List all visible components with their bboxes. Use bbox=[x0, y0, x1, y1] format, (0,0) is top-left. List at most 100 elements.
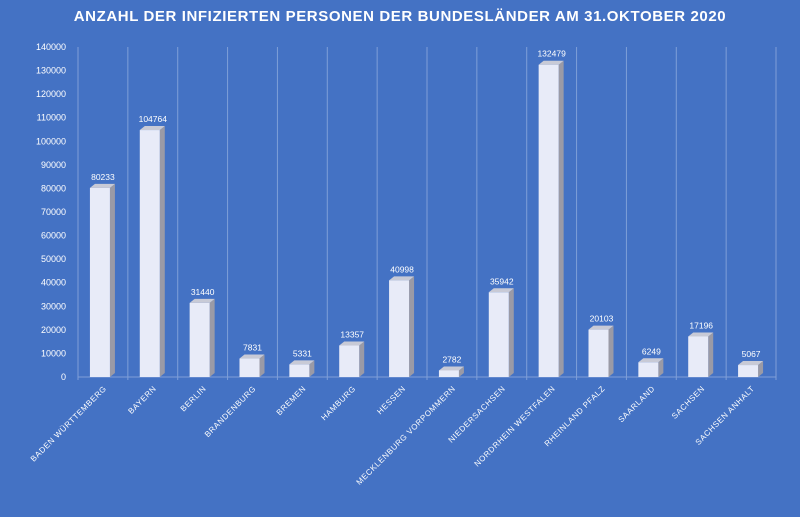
bar-front bbox=[189, 302, 210, 377]
data-labels: 80233 104764 31440 7831 5331 13357 40998 2782 35… bbox=[91, 49, 761, 365]
bar-front bbox=[538, 64, 559, 377]
bar bbox=[538, 60, 564, 377]
y-tick-label: 50000 bbox=[41, 254, 66, 264]
bar-front bbox=[389, 280, 410, 377]
bar-top bbox=[239, 354, 265, 359]
bar-top bbox=[688, 332, 714, 337]
bars bbox=[89, 60, 764, 378]
data-label: 104764 bbox=[139, 114, 168, 124]
y-tick-label: 140000 bbox=[36, 42, 66, 52]
y-tick-label: 60000 bbox=[41, 231, 66, 241]
bar-side bbox=[558, 60, 564, 377]
bar-side bbox=[309, 360, 315, 377]
bar-front bbox=[339, 345, 360, 377]
y-tick-label: 40000 bbox=[41, 278, 66, 288]
bar bbox=[189, 298, 215, 377]
bar-side bbox=[409, 276, 415, 377]
category-label: BERLIN bbox=[179, 384, 208, 413]
y-tick-label: 110000 bbox=[37, 113, 66, 123]
category-label: HESSEN bbox=[375, 384, 407, 416]
bar-front bbox=[488, 292, 509, 377]
bar-side bbox=[259, 354, 265, 377]
category-label: BREMEN bbox=[275, 384, 308, 417]
data-label: 17196 bbox=[689, 320, 713, 330]
bar-side bbox=[708, 332, 714, 377]
category-label: BRANDENBURG bbox=[203, 384, 258, 439]
y-tick-label: 80000 bbox=[41, 183, 66, 193]
data-label: 20103 bbox=[590, 314, 614, 324]
bar-top bbox=[89, 183, 115, 188]
y-tick-label: 70000 bbox=[41, 207, 66, 217]
y-tick-label: 90000 bbox=[41, 160, 66, 170]
y-axis: 0 10000 20000 30000 40000 50000 60000 70000 8000… bbox=[36, 42, 66, 382]
bar-top bbox=[389, 276, 415, 281]
bar bbox=[488, 288, 514, 377]
y-tick-label: 130000 bbox=[36, 66, 66, 76]
y-tick-label: 120000 bbox=[36, 89, 66, 99]
y-tick-label: 10000 bbox=[41, 348, 66, 358]
bar-front bbox=[139, 130, 160, 377]
bar bbox=[688, 332, 714, 377]
bar bbox=[289, 360, 315, 377]
grid-layer bbox=[77, 47, 777, 380]
bar bbox=[239, 354, 265, 377]
data-label: 35942 bbox=[490, 276, 514, 286]
bar-side bbox=[658, 358, 664, 377]
chart-title: ANZAHL DER INFIZIERTEN PERSONEN DER BUND… bbox=[73, 8, 727, 25]
bar-top bbox=[189, 298, 215, 303]
y-tick-label: 30000 bbox=[41, 301, 66, 311]
bar-side bbox=[608, 325, 614, 377]
y-tick-label: 0 bbox=[61, 372, 66, 382]
bar bbox=[89, 183, 115, 377]
bar-front bbox=[438, 370, 459, 377]
bar-top bbox=[139, 126, 165, 131]
bar-front bbox=[289, 364, 310, 377]
bar-front bbox=[89, 187, 110, 377]
data-label: 5331 bbox=[293, 348, 312, 358]
bar-front bbox=[588, 329, 609, 377]
bar bbox=[738, 361, 764, 377]
x-axis: BADEN WÜRTTEMBERG BAYERN BERLINBRANDENBURG… bbox=[29, 384, 757, 487]
bar-top bbox=[638, 358, 664, 363]
bar-top bbox=[289, 360, 315, 365]
bar-top bbox=[339, 341, 365, 346]
bar-side bbox=[109, 183, 115, 377]
bar bbox=[638, 358, 664, 377]
bar-front bbox=[239, 358, 260, 377]
bar-front bbox=[738, 365, 759, 377]
bar-side bbox=[359, 341, 365, 377]
y-tick-label: 100000 bbox=[36, 136, 66, 146]
bar-side bbox=[159, 126, 165, 378]
data-label: 31440 bbox=[191, 287, 215, 297]
bar-top bbox=[488, 288, 514, 293]
bar-side bbox=[758, 361, 764, 377]
bar-side bbox=[209, 298, 215, 377]
category-label: SAARLAND bbox=[617, 384, 657, 424]
data-label: 13357 bbox=[340, 330, 364, 340]
bar bbox=[588, 325, 614, 377]
bar bbox=[438, 366, 464, 377]
data-label: 2782 bbox=[442, 354, 461, 364]
data-label: 7831 bbox=[243, 343, 262, 353]
category-label: MECKLENBURG VORPOMMERN bbox=[355, 384, 458, 487]
bar bbox=[339, 341, 365, 377]
category-label: NORDRHEIN WESTFALEN bbox=[473, 384, 558, 469]
bar-side bbox=[508, 288, 514, 377]
category-label: SACHSEN bbox=[670, 384, 707, 421]
data-label: 132479 bbox=[537, 49, 566, 59]
data-label: 6249 bbox=[642, 346, 661, 356]
data-label: 40998 bbox=[390, 264, 414, 274]
bar-top bbox=[588, 325, 614, 330]
category-label: BADEN WÜRTTEMBERG bbox=[29, 384, 108, 463]
bar-top bbox=[538, 60, 564, 65]
bar-side bbox=[458, 366, 464, 377]
bar-front bbox=[688, 336, 709, 377]
bar-top bbox=[738, 361, 764, 366]
category-label: BAYERN bbox=[126, 384, 158, 416]
data-label: 80233 bbox=[91, 172, 115, 182]
bar-top bbox=[438, 366, 464, 371]
bar-front bbox=[638, 362, 659, 377]
y-tick-label: 20000 bbox=[41, 325, 66, 335]
category-label: HAMBURG bbox=[319, 384, 357, 422]
